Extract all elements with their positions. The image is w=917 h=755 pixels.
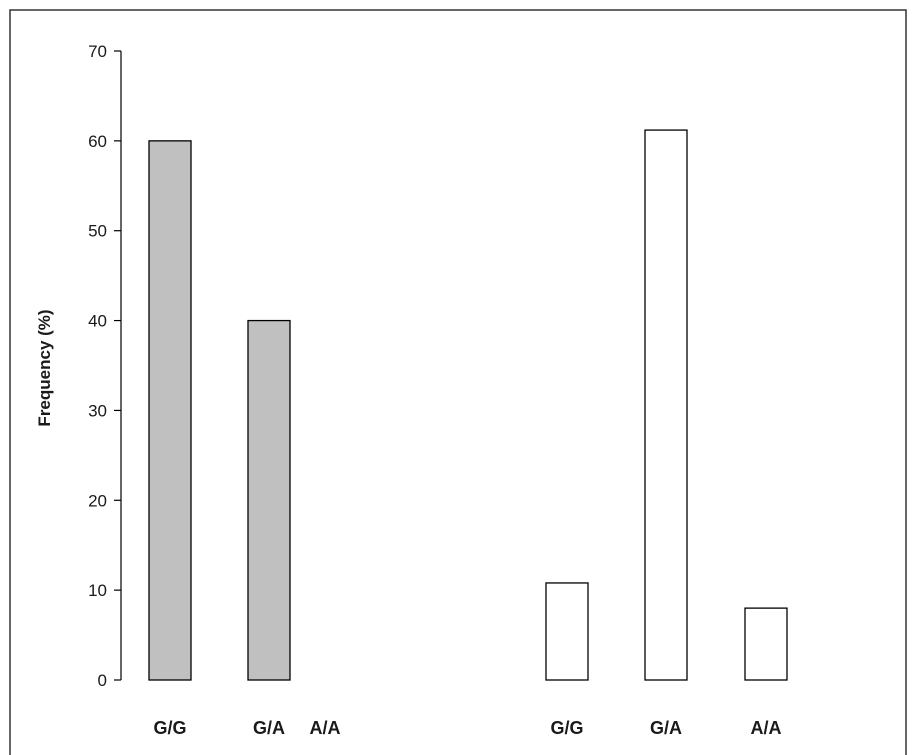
x-category-label: G/G bbox=[550, 718, 583, 738]
y-tick-label: 70 bbox=[88, 42, 107, 61]
category-labels: G/G G/A A/A G/G G/A A/A bbox=[153, 718, 781, 738]
x-category-label: G/A bbox=[650, 718, 682, 738]
bar-group2-ga bbox=[644, 129, 688, 681]
y-tick-label: 20 bbox=[88, 491, 107, 510]
y-axis-ticks: 0 10 20 30 40 50 60 70 bbox=[88, 42, 121, 690]
bar-group2-gg bbox=[545, 582, 589, 681]
x-category-label: G/G bbox=[153, 718, 186, 738]
y-axis-title: Frequency (%) bbox=[35, 309, 54, 426]
y-tick-label: 60 bbox=[88, 132, 107, 151]
y-tick-label: 10 bbox=[88, 581, 107, 600]
y-tick-label: 0 bbox=[98, 671, 107, 690]
x-category-label: A/A bbox=[310, 718, 341, 738]
bars bbox=[148, 129, 788, 681]
bar-group1-ga bbox=[247, 319, 291, 681]
x-category-label: A/A bbox=[751, 718, 782, 738]
y-tick-label: 50 bbox=[88, 222, 107, 241]
y-tick-label: 40 bbox=[88, 312, 107, 331]
y-tick-label: 30 bbox=[88, 401, 107, 420]
bar-group1-gg bbox=[148, 140, 192, 681]
bar-group2-aa bbox=[744, 607, 788, 681]
x-category-label: G/A bbox=[253, 718, 285, 738]
chart-border bbox=[9, 9, 907, 755]
